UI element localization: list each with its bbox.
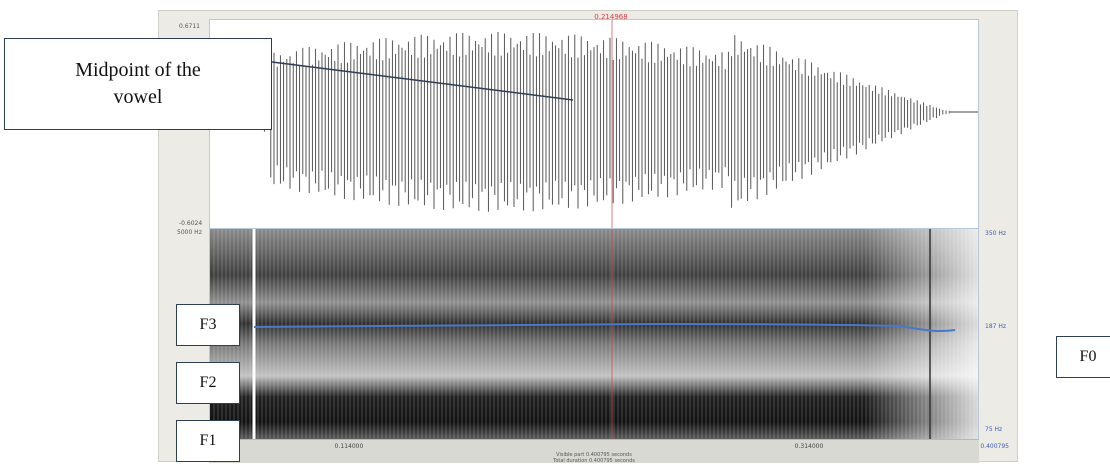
amplitude-min-label: -0.6024 [179, 220, 203, 227]
freq-min-right-label: 75 Hz [985, 426, 1003, 433]
freq-mid-right-label: 187 Hz [985, 323, 1007, 330]
f3-callout: F3 [176, 304, 240, 346]
midpoint-callout: Midpoint of the vowel [4, 38, 272, 130]
amplitude-max-label: 0.6711 [179, 23, 200, 30]
midpoint-callout-line2: vowel [113, 86, 163, 108]
f1-callout: F1 [176, 420, 240, 462]
spectrogram-plot [210, 229, 978, 439]
midpoint-callout-line1: Midpoint of the [75, 59, 201, 81]
time-tick-left: 0.114000 [334, 443, 364, 450]
waveform-plot [257, 20, 978, 228]
visible-part-label: Visible part 0.400795 seconds [556, 452, 632, 458]
freq-max-right-label: 350 Hz [985, 230, 1007, 237]
time-tick-right: 0.314000 [794, 443, 824, 450]
total-duration-status: Total duration 0.400795 seconds [553, 458, 635, 464]
cursor-time-label: 0.214968 [594, 13, 628, 21]
freq-max-left-label: 5000 Hz [177, 229, 202, 236]
pitch-track [253, 322, 956, 333]
f0-callout: F0 [1056, 336, 1110, 378]
total-duration-label: 0.400795 [980, 443, 1009, 450]
time-axis-bar: 0.114000 0.314000 Visible part 0.400795 … [209, 439, 1009, 464]
f2-callout: F2 [176, 362, 240, 404]
praat-window: 0.214968 0.6711 -0.6024 5000 Hz 350 Hz 1… [158, 10, 1018, 464]
spectrogram-panel[interactable] [209, 229, 979, 439]
waveform-panel[interactable] [209, 19, 979, 229]
